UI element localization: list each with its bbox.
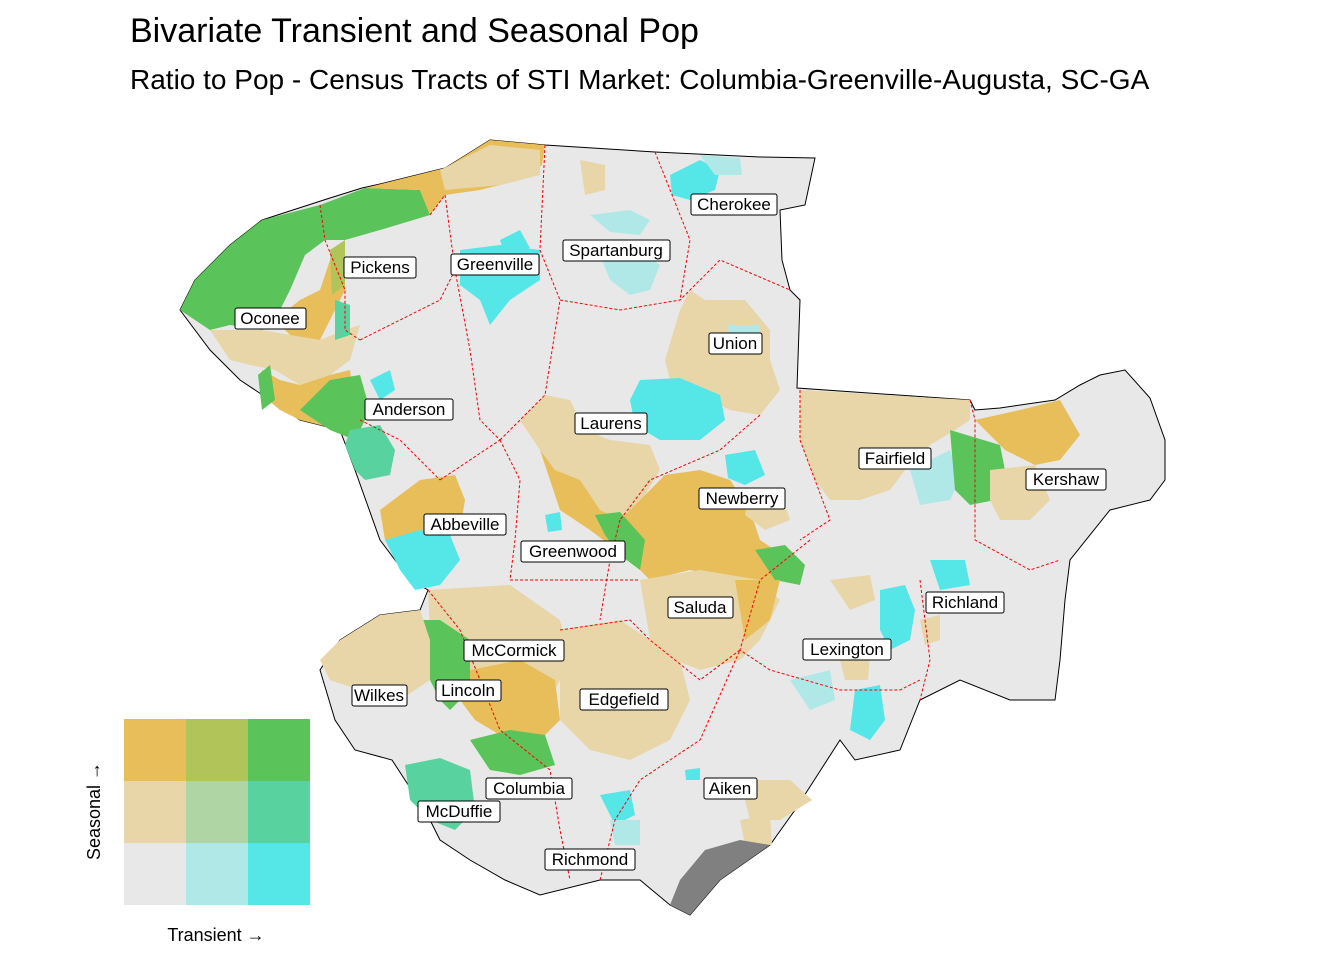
svg-text:Richland: Richland <box>932 593 998 612</box>
legend-cell-r0-c2 <box>248 719 310 781</box>
svg-text:Lincoln: Lincoln <box>441 681 495 700</box>
svg-text:Lexington: Lexington <box>810 640 884 659</box>
county-label-greenwood: Greenwood <box>520 540 626 563</box>
svg-text:Kershaw: Kershaw <box>1033 470 1100 489</box>
legend-cell-r0-c1 <box>186 719 248 781</box>
county-label-fairfield: Fairfield <box>858 447 932 470</box>
svg-text:Union: Union <box>713 334 757 353</box>
county-label-pickens: Pickens <box>343 256 417 279</box>
county-label-oconee: Oconee <box>234 307 307 330</box>
svg-text:Fairfield: Fairfield <box>865 449 925 468</box>
county-label-greenville: Greenville <box>450 253 540 276</box>
legend-y-label: Seasonal → <box>84 762 104 860</box>
svg-text:Oconee: Oconee <box>240 309 300 328</box>
legend-cell-r2-c1 <box>186 843 248 905</box>
svg-text:Wilkes: Wilkes <box>354 686 404 705</box>
svg-text:McDuffie: McDuffie <box>426 802 493 821</box>
map-subtitle: Ratio to Pop - Census Tracts of STI Mark… <box>130 64 1150 95</box>
county-label-lexington: Lexington <box>802 638 892 661</box>
legend-grid <box>124 719 310 905</box>
legend-cell-r2-c2 <box>248 843 310 905</box>
svg-text:McCormick: McCormick <box>472 641 557 660</box>
county-label-laurens: Laurens <box>574 412 648 435</box>
legend-cell-r0-c0 <box>124 719 186 781</box>
county-label-saluda: Saluda <box>667 596 734 619</box>
svg-text:Newberry: Newberry <box>706 489 779 508</box>
county-label-kershaw: Kershaw <box>1025 468 1107 491</box>
county-label-mccormick: McCormick <box>463 639 565 662</box>
svg-text:Saluda: Saluda <box>674 598 727 617</box>
svg-text:Anderson: Anderson <box>373 400 446 419</box>
svg-text:Greenwood: Greenwood <box>529 542 617 561</box>
county-label-abbeville: Abbeville <box>423 513 507 536</box>
legend-cell-r1-c0 <box>124 781 186 843</box>
svg-text:Edgefield: Edgefield <box>589 690 660 709</box>
svg-text:Laurens: Laurens <box>580 414 641 433</box>
county-label-cherokee: Cherokee <box>690 193 778 216</box>
bivariate-legend: Transient → Seasonal → <box>84 719 310 945</box>
county-label-newberry: Newberry <box>698 487 786 510</box>
county-label-mcduffie: McDuffie <box>417 800 501 823</box>
county-label-richland: Richland <box>925 591 1005 614</box>
svg-text:Cherokee: Cherokee <box>697 195 771 214</box>
county-label-aiken: Aiken <box>703 777 758 800</box>
county-label-union: Union <box>708 332 763 355</box>
legend-x-label: Transient → <box>167 925 264 945</box>
county-label-edgefield: Edgefield <box>579 688 669 711</box>
svg-text:Richmond: Richmond <box>552 850 629 869</box>
county-labels: Cherokee Spartanburg Greenville Pickens … <box>234 193 1107 871</box>
svg-text:Spartanburg: Spartanburg <box>569 241 663 260</box>
county-label-lincoln: Lincoln <box>435 679 502 702</box>
county-label-anderson: Anderson <box>364 398 454 421</box>
legend-cell-r1-c1 <box>186 781 248 843</box>
svg-text:Greenville: Greenville <box>457 255 534 274</box>
svg-text:Aiken: Aiken <box>709 779 752 798</box>
county-label-richmond: Richmond <box>544 848 636 871</box>
svg-text:Columbia: Columbia <box>493 779 565 798</box>
county-label-wilkes: Wilkes <box>351 684 408 707</box>
svg-text:Pickens: Pickens <box>350 258 410 277</box>
county-label-spartanburg: Spartanburg <box>562 239 671 262</box>
county-boundaries <box>319 144 1061 881</box>
svg-text:Abbeville: Abbeville <box>431 515 500 534</box>
legend-cell-r2-c0 <box>124 843 186 905</box>
map-title: Bivariate Transient and Seasonal Pop <box>130 12 699 50</box>
county-label-columbia: Columbia <box>485 777 573 800</box>
legend-cell-r1-c2 <box>248 781 310 843</box>
